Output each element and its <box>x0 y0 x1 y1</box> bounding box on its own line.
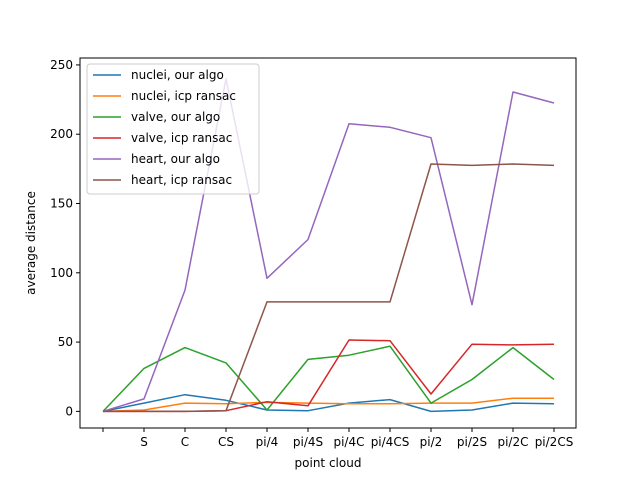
x-axis: S C CS pi/4 pi/4S pi/4C pi/4CS pi/2 pi/2S pi/2C pi… <box>102 428 574 449</box>
series-line <box>102 393 555 413</box>
y-tick-label: 200 <box>50 127 73 141</box>
y-axis-label: average distance <box>24 191 38 295</box>
y-axis: 0 50 100 150 200 250 <box>50 58 80 418</box>
legend-label: nuclei, our algo <box>131 68 224 82</box>
legend: nuclei, our algo nuclei, icp ransac valve,… <box>86 63 260 195</box>
x-tick-label: S <box>140 435 148 449</box>
x-tick-label: C <box>181 435 189 449</box>
x-tick-label: pi/4S <box>293 435 323 449</box>
y-tick-label: 50 <box>58 335 73 349</box>
series-layer <box>102 78 555 413</box>
x-tick-label: pi/2CS <box>535 435 574 449</box>
series-line <box>103 163 555 413</box>
x-axis-label: point cloud <box>295 456 362 470</box>
y-tick-label: 150 <box>50 197 73 211</box>
x-tick-label: pi/2 <box>420 435 443 449</box>
legend-label: valve, our algo <box>131 110 220 124</box>
y-tick-label: 0 <box>65 404 73 418</box>
series-line <box>102 78 555 413</box>
x-tick-label: pi/2S <box>457 435 487 449</box>
x-tick-label: pi/4 <box>256 435 279 449</box>
y-tick-label: 100 <box>50 266 73 280</box>
legend-label: heart, our algo <box>131 152 220 166</box>
legend-label: nuclei, icp ransac <box>131 89 236 103</box>
series-line <box>102 345 555 412</box>
legend-label: valve, icp ransac <box>131 131 232 145</box>
legend-box <box>86 63 260 195</box>
x-tick-label: pi/2C <box>497 435 528 449</box>
x-tick-label: CS <box>218 435 234 449</box>
legend-label: heart, icp ransac <box>131 173 232 187</box>
x-tick-label: pi/4C <box>333 435 364 449</box>
x-tick-label: pi/4CS <box>371 435 410 449</box>
series-line <box>102 397 554 413</box>
y-tick-label: 250 <box>50 58 73 72</box>
plot-frame <box>79 57 577 429</box>
